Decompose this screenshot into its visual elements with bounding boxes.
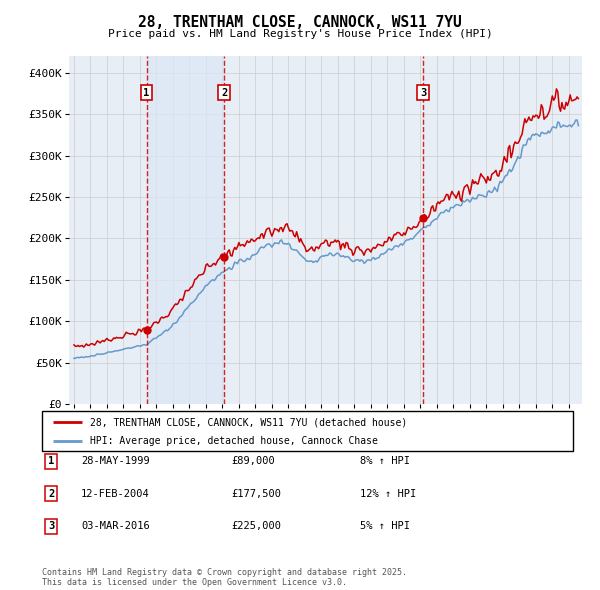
Text: 1: 1	[143, 87, 149, 97]
Text: Contains HM Land Registry data © Crown copyright and database right 2025.
This d: Contains HM Land Registry data © Crown c…	[42, 568, 407, 587]
Text: 8% ↑ HPI: 8% ↑ HPI	[360, 457, 410, 466]
Text: 03-MAR-2016: 03-MAR-2016	[81, 522, 150, 531]
FancyBboxPatch shape	[42, 411, 573, 451]
Text: 5% ↑ HPI: 5% ↑ HPI	[360, 522, 410, 531]
Text: HPI: Average price, detached house, Cannock Chase: HPI: Average price, detached house, Cann…	[90, 435, 377, 445]
Text: £177,500: £177,500	[231, 489, 281, 499]
Text: 2: 2	[48, 489, 54, 499]
Text: 12% ↑ HPI: 12% ↑ HPI	[360, 489, 416, 499]
Text: 2: 2	[221, 87, 227, 97]
Text: 1: 1	[48, 457, 54, 466]
Text: £225,000: £225,000	[231, 522, 281, 531]
Text: 3: 3	[420, 87, 426, 97]
Text: 3: 3	[48, 522, 54, 531]
Text: 28, TRENTHAM CLOSE, CANNOCK, WS11 7YU: 28, TRENTHAM CLOSE, CANNOCK, WS11 7YU	[138, 15, 462, 30]
Text: 28, TRENTHAM CLOSE, CANNOCK, WS11 7YU (detached house): 28, TRENTHAM CLOSE, CANNOCK, WS11 7YU (d…	[90, 417, 407, 427]
Text: Price paid vs. HM Land Registry's House Price Index (HPI): Price paid vs. HM Land Registry's House …	[107, 29, 493, 39]
Bar	[146, 56, 224, 404]
Text: £89,000: £89,000	[231, 457, 275, 466]
Text: 28-MAY-1999: 28-MAY-1999	[81, 457, 150, 466]
Text: 12-FEB-2004: 12-FEB-2004	[81, 489, 150, 499]
